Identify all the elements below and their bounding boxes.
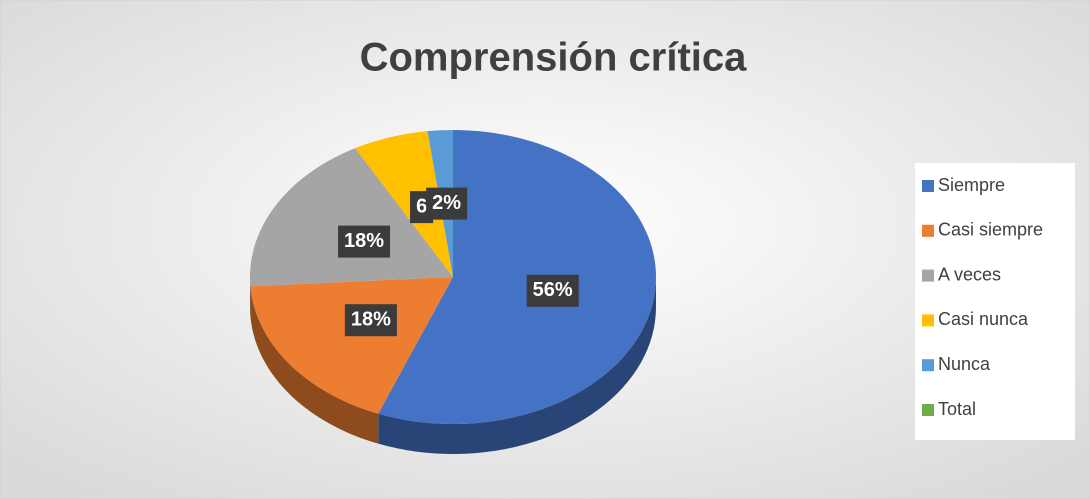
data-label-text: 18% bbox=[351, 308, 391, 330]
chart-title: Comprensión crítica bbox=[360, 36, 748, 80]
legend-box bbox=[915, 163, 1075, 440]
legend-swatch bbox=[922, 359, 934, 372]
pie-slice bbox=[250, 148, 453, 287]
pie-slice-side bbox=[378, 277, 656, 454]
legend-swatch bbox=[922, 314, 934, 327]
legend-label: A veces bbox=[938, 264, 1001, 284]
data-label-text: 56% bbox=[533, 279, 573, 301]
pie-slice bbox=[378, 130, 656, 424]
legend-swatch bbox=[922, 180, 934, 192]
pie-slice bbox=[355, 131, 453, 277]
pie-slice bbox=[250, 277, 453, 414]
legend-label: Siempre bbox=[938, 175, 1005, 195]
data-label-box bbox=[338, 225, 391, 258]
legend-label: Nunca bbox=[938, 354, 991, 374]
data-label-text: 18% bbox=[344, 230, 384, 252]
data-label-box bbox=[344, 304, 397, 337]
data-label-box bbox=[526, 274, 579, 307]
legend-label: Casi nunca bbox=[938, 309, 1029, 329]
legend-label: Casi siempre bbox=[938, 220, 1043, 240]
data-label-text: 2% bbox=[432, 192, 461, 214]
data-label: 56% bbox=[526, 274, 579, 307]
data-label-box bbox=[426, 187, 468, 220]
legend-label: Total bbox=[938, 399, 976, 419]
data-label: 18% bbox=[344, 304, 397, 337]
data-label-text: 6 bbox=[416, 195, 427, 217]
legend-swatch bbox=[922, 224, 934, 237]
data-label: 2% bbox=[426, 187, 468, 220]
data-label: 18% bbox=[338, 225, 391, 258]
pie-slice-side bbox=[250, 286, 379, 444]
legend-swatch bbox=[922, 404, 934, 416]
legend-swatch bbox=[922, 269, 934, 282]
